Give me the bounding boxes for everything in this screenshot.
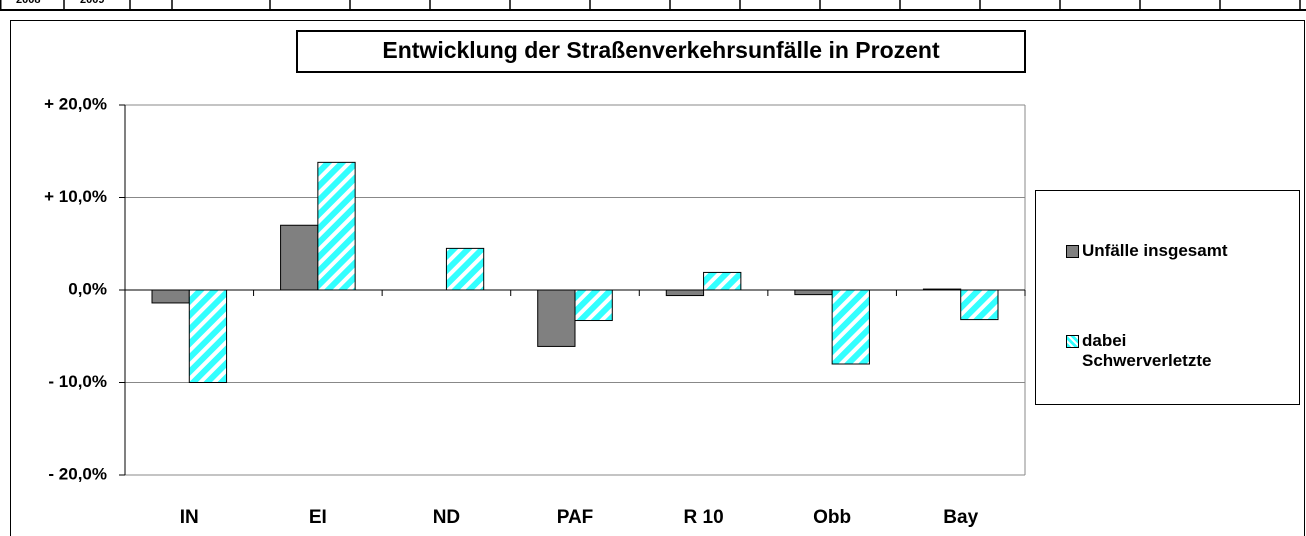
y-tick-label: - 10,0% (48, 372, 107, 391)
legend-swatch (1066, 245, 1079, 258)
y-tick-label: 0,0% (68, 279, 107, 298)
chart-title: Entwicklung der Straßenverkehrsunfälle i… (382, 37, 940, 63)
chart-frame (10, 20, 1305, 536)
bar (574, 289, 613, 322)
x-tick-label: EI (309, 507, 327, 528)
bar (445, 247, 485, 291)
x-tick-label: Bay (943, 507, 978, 528)
bar (960, 289, 999, 321)
table-strip: 2008 2009 (0, 0, 1306, 11)
x-tick-label: Obb (813, 507, 851, 528)
y-tick-label: - 20,0% (48, 464, 107, 483)
legend-swatch (1066, 335, 1079, 348)
bar (794, 289, 833, 296)
legend-label: dabei Schwerverletzte (1082, 331, 1212, 370)
legend-item: Unfälle insgesamt (1066, 241, 1296, 261)
bar (151, 289, 190, 304)
legend-label: Unfälle insgesamt (1082, 241, 1228, 260)
bar (188, 289, 228, 383)
bar (831, 289, 870, 365)
legend: Unfälle insgesamt dabei Schwerverletzte (1035, 190, 1300, 405)
bar (280, 224, 319, 291)
x-tick-label: ND (433, 507, 460, 528)
y-tick-label: + 20,0% (44, 94, 107, 113)
title-box (296, 30, 1026, 73)
x-tick-label: PAF (557, 507, 594, 528)
bar (703, 271, 742, 291)
y-tick-label: + 10,0% (44, 187, 107, 206)
legend-item: dabei Schwerverletzte (1066, 331, 1296, 371)
bar (537, 289, 576, 347)
cell-text: 2008 (16, 0, 41, 6)
cell-text: 2009 (80, 0, 105, 6)
bar (317, 161, 356, 291)
bar (665, 289, 705, 297)
x-tick-label: R 10 (684, 507, 724, 528)
x-tick-label: IN (180, 507, 199, 528)
